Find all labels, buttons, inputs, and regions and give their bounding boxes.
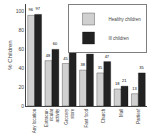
svg-text:21: 21	[122, 78, 127, 83]
svg-text:45: 45	[63, 56, 68, 61]
svg-text:47: 47	[105, 54, 110, 59]
svg-text:Grocerystore: Grocerystore	[64, 108, 75, 125]
svg-text:Healthy children: Healthy children	[109, 17, 142, 22]
svg-text:38: 38	[80, 62, 85, 67]
svg-text:96: 96	[29, 7, 34, 12]
svg-text:40: 40	[18, 65, 24, 71]
svg-text:Fast food: Fast food	[84, 108, 89, 127]
svg-text:Partiesf: Partiesf	[136, 108, 141, 124]
svg-text:48: 48	[46, 53, 51, 58]
svg-text:13: 13	[132, 86, 137, 91]
svg-text:Church: Church	[101, 108, 106, 123]
svg-text:60: 60	[53, 41, 58, 46]
svg-text:20: 20	[18, 84, 24, 90]
svg-text:35: 35	[98, 65, 103, 70]
svg-text:100: 100	[16, 8, 25, 14]
svg-text:0: 0	[21, 103, 24, 109]
svg-text:Any location: Any location	[32, 108, 37, 133]
svg-text:Mall: Mall	[119, 109, 124, 117]
svg-text:Ill children: Ill children	[109, 36, 130, 41]
svg-text:97: 97	[35, 6, 40, 11]
svg-text:% Children: % Children	[7, 40, 13, 69]
svg-text:35: 35	[139, 65, 144, 70]
svg-text:80: 80	[18, 27, 24, 33]
svg-text:18: 18	[115, 81, 120, 86]
svg-text:60: 60	[18, 46, 24, 52]
svg-text:Extracur-ricularactivity: Extracur-ricularactivity	[44, 108, 61, 127]
